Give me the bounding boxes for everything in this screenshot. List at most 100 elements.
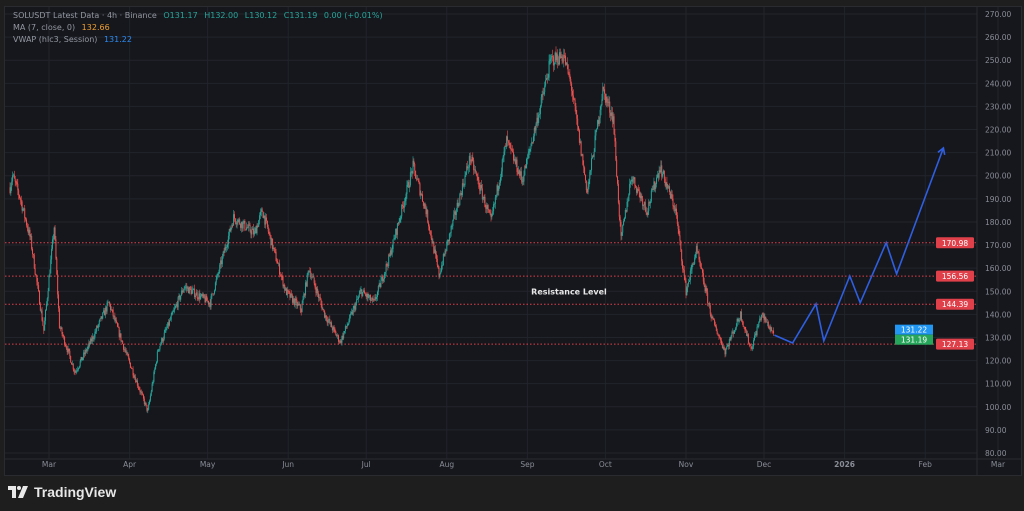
candle-body <box>191 290 193 295</box>
candle-body <box>413 160 415 164</box>
candle-body <box>263 215 265 218</box>
candle-body <box>545 80 547 86</box>
candle-body <box>507 140 509 142</box>
candle-body <box>13 174 15 179</box>
candle-body <box>96 326 98 332</box>
candle-body <box>768 327 770 329</box>
candle-body <box>741 320 743 322</box>
candle-body <box>446 242 448 252</box>
candle-body <box>359 291 361 294</box>
candle-body <box>258 220 260 227</box>
candle-body <box>212 293 214 295</box>
candle-body <box>552 56 554 66</box>
candle-body <box>463 184 465 186</box>
candle-body <box>665 182 667 186</box>
candle-body <box>315 287 317 293</box>
candle-body <box>587 186 589 193</box>
candle-body <box>233 214 235 226</box>
legend-ma-label: MA (7, close, 0) <box>13 23 76 32</box>
candle-body <box>528 151 530 153</box>
candle-body <box>629 183 631 195</box>
candle-body <box>253 228 255 235</box>
candle-body <box>549 59 551 61</box>
candle-body <box>623 218 625 222</box>
y-tick-label: 130.00 <box>985 333 1011 342</box>
candle-body <box>125 351 127 353</box>
chart-frame[interactable]: 270.00 260.00 250.00 240.00 230.00 220.00 210.… <box>4 6 1022 476</box>
candle-body <box>728 339 730 347</box>
candle-body <box>373 299 375 301</box>
candle-body <box>624 209 626 219</box>
candle-body <box>424 203 426 209</box>
candle-body <box>479 187 481 191</box>
candle-body <box>155 362 157 365</box>
candle-body <box>201 294 203 296</box>
candle-body <box>448 233 450 242</box>
candle-body <box>163 332 165 339</box>
price-chart[interactable]: 270.00 260.00 250.00 240.00 230.00 220.00 210.… <box>5 7 1021 475</box>
candle-body <box>487 209 489 211</box>
candle-body <box>456 202 458 212</box>
candle-body <box>736 318 738 327</box>
candle-body <box>445 250 447 252</box>
candle-body <box>378 283 380 286</box>
y-tick-label: 230.00 <box>985 102 1011 111</box>
candle-body <box>353 305 355 309</box>
tradingview-logo[interactable]: TradingView <box>8 484 116 500</box>
candle-body <box>642 198 644 207</box>
candle-body <box>63 336 65 337</box>
candle-body <box>136 380 138 386</box>
y-tick-label: 190.00 <box>985 195 1011 204</box>
candle-body <box>730 336 732 341</box>
candle-body <box>597 120 599 129</box>
candle-body <box>519 171 521 176</box>
candle-body <box>194 295 196 298</box>
candle-body <box>451 226 453 227</box>
candle-body <box>246 227 248 228</box>
candle-body <box>53 227 55 238</box>
candle-body <box>422 194 424 202</box>
candle-body <box>496 185 498 195</box>
candle-body <box>279 263 281 275</box>
candle-body <box>329 319 331 324</box>
candle-body <box>69 350 71 357</box>
candle-body <box>93 337 95 339</box>
candle-body <box>361 289 363 297</box>
candle-body <box>38 285 40 291</box>
candle-body <box>265 217 267 225</box>
candle-body <box>680 240 682 250</box>
candle-body <box>769 327 771 329</box>
candle-body <box>112 309 114 317</box>
candle-body <box>636 187 638 193</box>
y-tick-label: 120.00 <box>985 357 1011 366</box>
candle-body <box>705 288 707 292</box>
candle-body <box>230 227 232 232</box>
candle-body <box>255 228 257 234</box>
candle-body <box>773 330 775 334</box>
candle-body <box>289 292 291 298</box>
candle-body <box>146 404 148 411</box>
candle-body <box>280 275 282 277</box>
candle-body <box>604 93 606 103</box>
resistance-level-annotation: Resistance Level <box>531 287 607 296</box>
candle-body <box>107 302 109 303</box>
candle-body <box>213 293 215 295</box>
candle-body <box>514 158 516 164</box>
candle-body <box>434 249 436 254</box>
candle-body <box>567 64 569 74</box>
candle-body <box>529 148 531 152</box>
candle-body <box>364 293 366 295</box>
candle-body <box>557 54 559 63</box>
candle-body <box>640 195 642 199</box>
candle-body <box>367 293 369 298</box>
candle-body <box>20 199 22 202</box>
candle-body <box>252 228 254 231</box>
candle-body <box>233 214 235 219</box>
x-tick-label: Nov <box>679 460 694 469</box>
candle-body <box>155 364 157 370</box>
candle-body <box>519 170 521 176</box>
candle-body <box>638 189 640 193</box>
candle-body <box>310 271 312 278</box>
candle-body <box>27 228 29 233</box>
candle-body <box>264 215 266 225</box>
